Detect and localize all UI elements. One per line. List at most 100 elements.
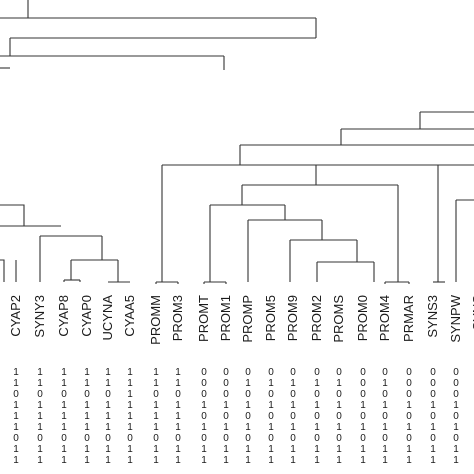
matrix-cell: 1 (105, 367, 111, 378)
matrix-cell: 0 (290, 411, 296, 422)
matrix-cell: 0 (268, 411, 274, 422)
matrix-cell: 0 (105, 433, 111, 444)
matrix-cell: 0 (268, 367, 274, 378)
matrix-cell: 0 (153, 433, 159, 444)
matrix-cell: 1 (290, 400, 296, 411)
matrix-cell: 1 (336, 400, 342, 411)
matrix-cell: 1 (268, 422, 274, 433)
matrix-cell: 0 (314, 367, 320, 378)
matrix-cell: 0 (336, 411, 342, 422)
matrix-cell: 1 (245, 378, 251, 389)
matrix-cell: 0 (201, 389, 207, 400)
matrix-cell: 1 (268, 455, 274, 466)
matrix-cell: 1 (37, 367, 43, 378)
matrix-cell: 1 (127, 411, 133, 422)
matrix-cell: 1 (153, 411, 159, 422)
matrix-cell: 1 (245, 444, 251, 455)
leaf-label: PROM2 (309, 295, 324, 342)
matrix-cell: 0 (430, 367, 436, 378)
matrix-cell: 1 (127, 400, 133, 411)
matrix-cell: 1 (314, 422, 320, 433)
matrix-cell: 1 (61, 455, 67, 466)
matrix-cell: 1 (127, 367, 133, 378)
matrix-cell: 0 (406, 433, 412, 444)
matrix-cell: 0 (336, 433, 342, 444)
leaf-label: PROMP (240, 295, 255, 343)
matrix-cell: 0 (290, 389, 296, 400)
leaf-label: CYAP8 (56, 295, 71, 337)
matrix-cell: 1 (201, 444, 207, 455)
matrix-cell: 1 (382, 455, 388, 466)
matrix-cell: 0 (105, 389, 111, 400)
matrix-cell: 1 (175, 444, 181, 455)
matrix-cell: 0 (453, 433, 459, 444)
matrix-cell: 1 (453, 455, 459, 466)
matrix-cell: 0 (314, 433, 320, 444)
matrix-cell: 1 (105, 378, 111, 389)
matrix-cell: 1 (336, 444, 342, 455)
matrix-cell: 1 (382, 378, 388, 389)
matrix-cell: 0 (314, 389, 320, 400)
matrix-cell: 0 (382, 389, 388, 400)
matrix-cell: 1 (84, 367, 90, 378)
leaf-label: PROM9 (285, 295, 300, 342)
matrix-cell: 0 (245, 367, 251, 378)
matrix-cell: 0 (13, 389, 19, 400)
matrix-cell: 0 (430, 433, 436, 444)
matrix-cell: 0 (382, 433, 388, 444)
matrix-cell: 0 (13, 433, 19, 444)
leaf-label: PROMT (196, 295, 211, 342)
matrix-cell: 1 (336, 422, 342, 433)
leaf-label: PROMS (331, 295, 346, 343)
matrix-cell: 1 (336, 378, 342, 389)
matrix-cell: 0 (201, 367, 207, 378)
matrix-cell: 1 (430, 400, 436, 411)
matrix-cell: 1 (382, 444, 388, 455)
matrix-cell: 0 (453, 378, 459, 389)
matrix-cell: 1 (61, 378, 67, 389)
matrix-cell: 1 (314, 378, 320, 389)
leaf-label: UCYNA (100, 295, 115, 341)
matrix-cell: 0 (382, 411, 388, 422)
matrix-cell: 1 (61, 400, 67, 411)
matrix-cell: 1 (406, 400, 412, 411)
tree-branch (0, 204, 25, 226)
matrix-cell: 0 (175, 389, 181, 400)
matrix-cell: 0 (127, 433, 133, 444)
matrix-cell: 1 (314, 455, 320, 466)
matrix-cell: 1 (382, 400, 388, 411)
matrix-cell: 1 (61, 444, 67, 455)
matrix-cell: 0 (453, 367, 459, 378)
matrix-cell: 1 (268, 378, 274, 389)
matrix-cell: 1 (37, 422, 43, 433)
matrix-cell: 1 (37, 378, 43, 389)
leaf-label: PROM1 (218, 295, 233, 342)
matrix-cell: 0 (290, 433, 296, 444)
matrix-cell: 0 (201, 411, 207, 422)
matrix-cell: 1 (360, 422, 366, 433)
matrix-cell: 1 (290, 378, 296, 389)
matrix-cell: 1 (37, 455, 43, 466)
matrix-cell: 1 (61, 422, 67, 433)
matrix-cell: 1 (127, 422, 133, 433)
matrix-cell: 1 (84, 378, 90, 389)
matrix-cell: 1 (84, 400, 90, 411)
matrix-cell: 0 (290, 367, 296, 378)
matrix-cell: 0 (382, 367, 388, 378)
matrix-cell: 1 (175, 378, 181, 389)
matrix-cell: 1 (37, 400, 43, 411)
matrix-cell: 1 (153, 422, 159, 433)
matrix-cell: 1 (84, 444, 90, 455)
matrix-cell: 1 (290, 422, 296, 433)
matrix-cell: 1 (105, 455, 111, 466)
matrix-cell: 1 (175, 411, 181, 422)
matrix-cell: 0 (223, 378, 229, 389)
matrix-cell: 1 (37, 411, 43, 422)
matrix-cell: 0 (201, 378, 207, 389)
matrix-cell: 1 (84, 422, 90, 433)
matrix-cell: 1 (406, 444, 412, 455)
leaf-label: CYAA5 (122, 295, 137, 337)
matrix-cell: 1 (268, 444, 274, 455)
matrix-cell: 0 (360, 378, 366, 389)
